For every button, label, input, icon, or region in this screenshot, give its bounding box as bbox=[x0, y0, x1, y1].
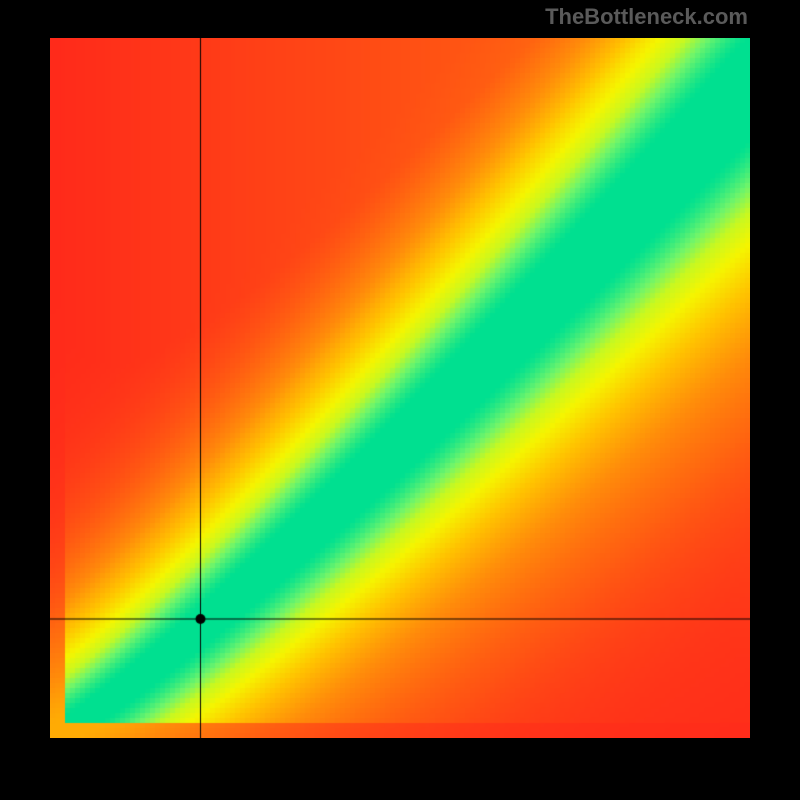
watermark-text: TheBottleneck.com bbox=[545, 4, 748, 30]
heatmap-plot bbox=[50, 38, 750, 738]
heatmap-canvas bbox=[50, 38, 750, 738]
